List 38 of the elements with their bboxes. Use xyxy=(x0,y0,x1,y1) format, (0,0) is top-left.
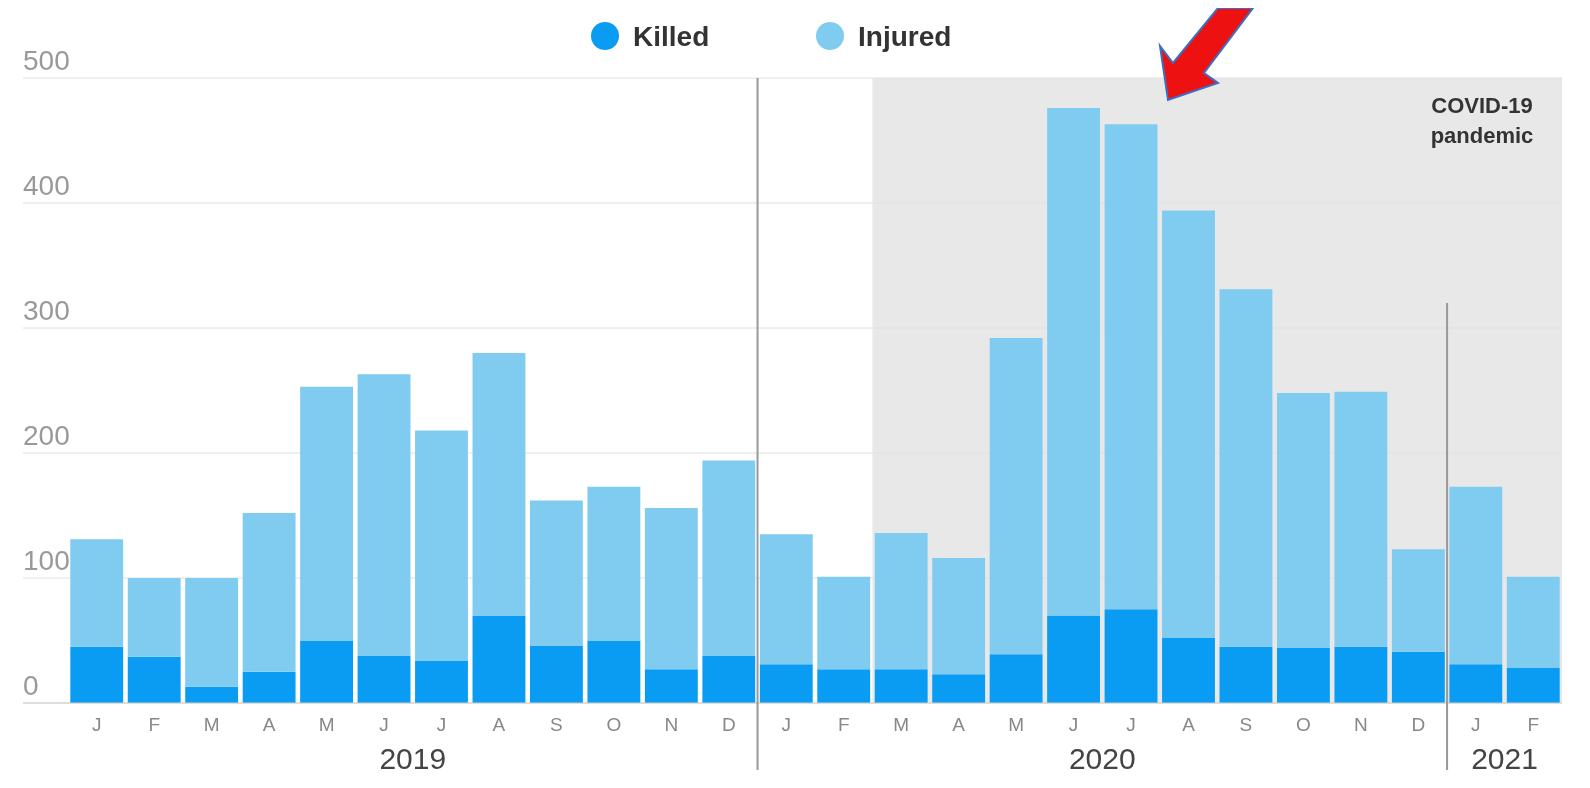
x-tick-label: A xyxy=(492,714,506,735)
x-tick-label: A xyxy=(952,714,966,735)
x-tick-label: F xyxy=(837,714,850,735)
x-tick-label: O xyxy=(606,714,622,735)
x-tick-label: M xyxy=(893,714,910,735)
y-tick-label: 200 xyxy=(23,420,70,451)
y-tick-label: 0 xyxy=(23,670,39,701)
x-tick-label: F xyxy=(1527,714,1540,735)
legend-label: Killed xyxy=(633,21,710,52)
text: 2021 xyxy=(1471,742,1538,775)
y-tick-label: 400 xyxy=(23,170,70,201)
x-tick-label: F xyxy=(148,714,160,735)
x-tick-label: M xyxy=(203,714,220,735)
x-tick-label: D xyxy=(721,714,736,735)
x-tick-label: S xyxy=(1239,714,1253,735)
x-tick-label: D xyxy=(1411,714,1426,735)
y-tick-label: 300 xyxy=(23,295,70,326)
x-tick-label: A xyxy=(1182,714,1196,735)
x-tick-label: S xyxy=(550,714,563,735)
x-tick-label: J xyxy=(379,714,389,735)
x-tick-label: N xyxy=(664,714,679,735)
x-tick-label: J xyxy=(1126,714,1136,735)
x-tick-label: J xyxy=(436,714,447,735)
y-tick-label: 500 xyxy=(23,45,70,76)
annotation: COVID-19 pandemic xyxy=(1430,93,1534,148)
x-tick-label: M xyxy=(318,714,335,735)
x-tick-label: J xyxy=(1471,714,1481,735)
x-tick-label: J xyxy=(1068,714,1079,735)
legend-label: Injured xyxy=(858,21,952,52)
x-tick-label: O xyxy=(1296,714,1311,735)
x-tick-label: J xyxy=(91,714,102,735)
x-tick-label: J xyxy=(781,714,792,735)
x-tick-label: N xyxy=(1354,714,1368,735)
x-tick-label: M xyxy=(1008,714,1025,735)
text: 2019 xyxy=(379,742,447,775)
x-tick-label: A xyxy=(262,714,276,735)
text: 2020 xyxy=(1068,742,1136,775)
y-tick-label: 100 xyxy=(23,545,70,576)
